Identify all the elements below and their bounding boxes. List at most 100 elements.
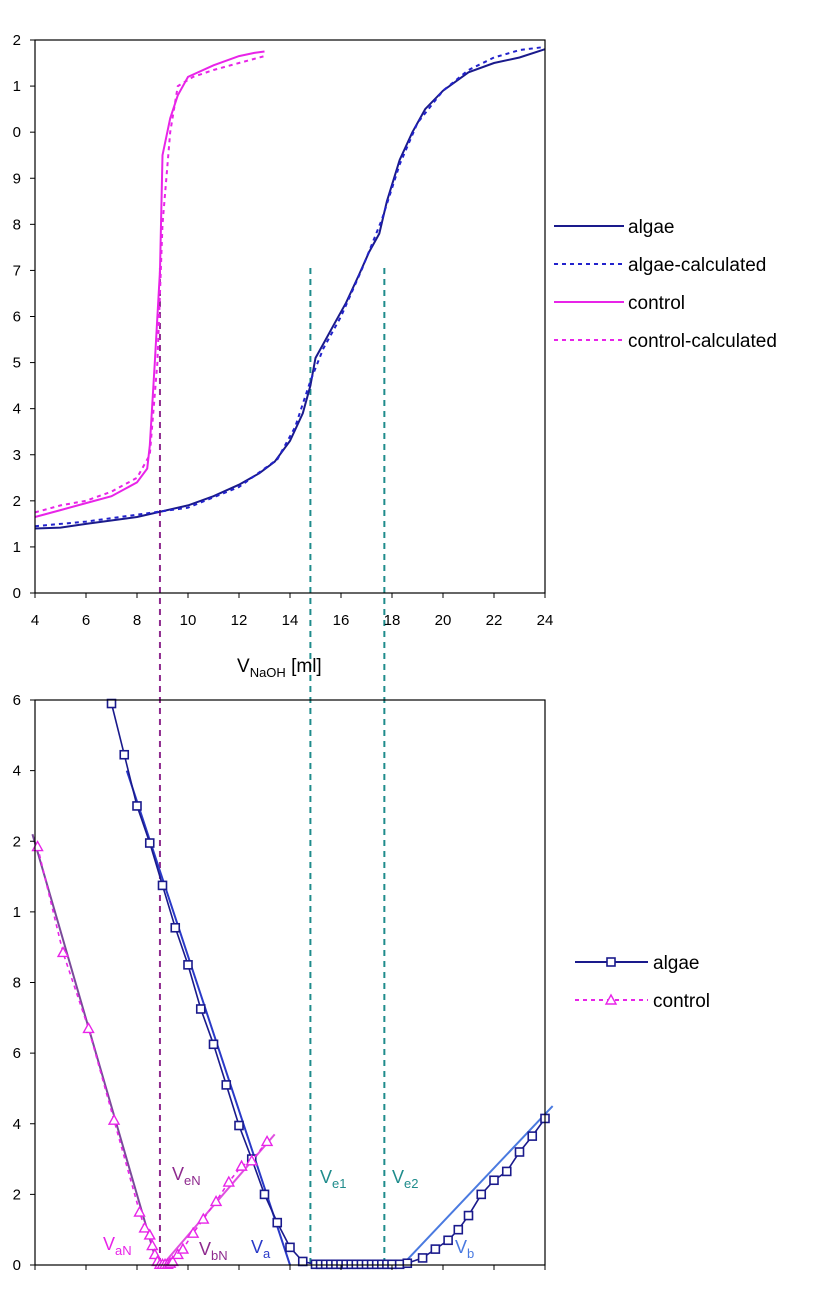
data-point-algae: [417, 1253, 428, 1263]
data-point-algae: [443, 1235, 453, 1246]
top-plot-frame: [34, 39, 546, 594]
top-y-ticks: 0 1 2 3 4 5 6 7 8 9 0 1 2: [13, 32, 35, 602]
data-point-algae: [453, 1224, 464, 1235]
legend-label-control: control: [653, 991, 710, 1012]
data-point-algae: [208, 1039, 219, 1050]
bottom-y-tick-label: 4: [13, 1116, 21, 1133]
data-point-algae: [489, 1175, 499, 1186]
bottom-legend: algae control: [566, 942, 731, 1020]
data-point-algae: [106, 698, 117, 709]
data-point-algae: [183, 960, 193, 970]
bottom-legend-box: [566, 942, 731, 1020]
data-point-control: [176, 1242, 190, 1254]
data-point-algae: [394, 1259, 405, 1270]
top-y-tick-label: 0: [13, 124, 21, 141]
legend-label-algae-calculated: algae-calculated: [628, 255, 766, 276]
data-point-control: [171, 1247, 184, 1260]
bottom-y-tick-label: 8: [13, 975, 21, 992]
data-point-algae: [170, 922, 181, 933]
data-point-control: [138, 1221, 151, 1233]
legend-label-algae: algae: [653, 953, 700, 974]
data-point-control: [209, 1194, 223, 1207]
top-x-tick-label: 4: [31, 612, 39, 629]
data-point-algae: [221, 1080, 232, 1090]
annotation-va: Va: [251, 1237, 271, 1261]
annotation-ve2: Ve2: [392, 1167, 418, 1191]
annotation-van: VaN: [103, 1234, 132, 1258]
data-point-control: [260, 1134, 274, 1147]
bottom-y-tick-label: 2: [13, 1186, 21, 1203]
top-y-tick-label: 3: [13, 447, 21, 464]
top-x-tick-label: 8: [133, 612, 141, 629]
top-x-tick-label: 6: [82, 612, 90, 629]
data-point-algae: [132, 801, 142, 811]
data-point-algae: [144, 838, 155, 848]
data-point-algae: [195, 1004, 206, 1014]
top-x-tick-label: 22: [486, 612, 503, 629]
data-point-control: [197, 1212, 210, 1224]
top-y-tick-label: 2: [13, 32, 21, 49]
data-point-algae: [476, 1189, 487, 1200]
bottom-x-ticks: [34, 1265, 546, 1270]
data-point-algae: [527, 1131, 538, 1141]
bottom-y-tick-label: 6: [13, 1045, 21, 1062]
top-reference-lines: [158, 268, 386, 1265]
bottom-series-group: [31, 698, 550, 1270]
gran-fit-line: [125, 770, 291, 1266]
top-x-tick-label: 18: [384, 612, 401, 629]
bottom-annotations: VeN Ve1 Ve2 VaN VbN Va Vb: [103, 1164, 474, 1263]
annotation-vbn: VbN: [199, 1239, 228, 1263]
top-legend: algae algae-calculated control control-calc…: [546, 207, 810, 360]
data-point-algae: [402, 1258, 413, 1269]
legend-marker-algae: [606, 957, 616, 967]
data-point-algae: [157, 880, 168, 891]
top-y-tick-label: 2: [13, 493, 21, 510]
legend-marker-control: [604, 993, 618, 1005]
bottom-y-tick-label: 6: [13, 692, 21, 709]
data-point-control: [143, 1228, 156, 1240]
data-point-control: [186, 1226, 200, 1238]
bottom-y-tick-label: 1: [13, 904, 21, 921]
top-series-group: [34, 45, 546, 530]
bottom-fit-lines: [31, 770, 554, 1266]
top-y-tick-label: 1: [13, 539, 21, 556]
data-point-algae: [514, 1147, 525, 1157]
gran-fit-line: [401, 1105, 554, 1266]
data-point-algae: [463, 1210, 474, 1221]
data-point-control: [146, 1239, 159, 1251]
bottom-y-ticks: 0 2 4 6 8 1 2 4 6: [13, 692, 35, 1274]
series-line-algae-calculated: [34, 45, 546, 528]
top-x-tick-label: 14: [282, 612, 299, 629]
legend-label-control: control: [628, 293, 685, 314]
data-point-algae: [272, 1217, 283, 1228]
top-x-tick-label: 12: [231, 612, 248, 629]
top-y-tick-label: 7: [13, 262, 21, 279]
top-y-tick-label: 8: [13, 216, 21, 233]
top-x-tick-label: 10: [180, 612, 197, 629]
legend-label-control-calculated: control-calculated: [628, 331, 777, 352]
top-x-ticks: 4 6 8 10 12 14 16 18 20 22 24: [31, 593, 553, 629]
bottom-y-tick-label: 4: [13, 763, 21, 780]
data-point-control: [107, 1113, 121, 1125]
data-point-control: [82, 1021, 95, 1034]
series-line-algae: [34, 48, 546, 530]
data-point-algae: [285, 1242, 295, 1253]
top-y-tick-label: 1: [13, 78, 21, 95]
series-line-control-calculated: [34, 55, 265, 514]
data-point-algae: [234, 1120, 244, 1131]
x-axis-label: VNaOH [ml]: [237, 656, 322, 680]
data-point-algae: [430, 1244, 441, 1254]
data-point-algae: [297, 1256, 308, 1267]
data-point-control: [56, 946, 70, 958]
annotation-vb: Vb: [455, 1237, 474, 1261]
annotation-ven: VeN: [172, 1164, 201, 1188]
top-y-tick-label: 0: [13, 585, 21, 602]
data-point-control: [245, 1154, 258, 1166]
series-line-control: [34, 50, 265, 518]
gran-plot-chart: 0 2 4 6 8 1 2 4 6 VeN Ve1 Ve2 VaN VbN Va Vb algae contr…: [13, 692, 731, 1274]
data-point-control: [133, 1205, 146, 1217]
data-point-algae: [119, 749, 130, 760]
bottom-y-tick-label: 0: [13, 1257, 21, 1274]
annotation-ve1: Ve1: [320, 1167, 346, 1191]
